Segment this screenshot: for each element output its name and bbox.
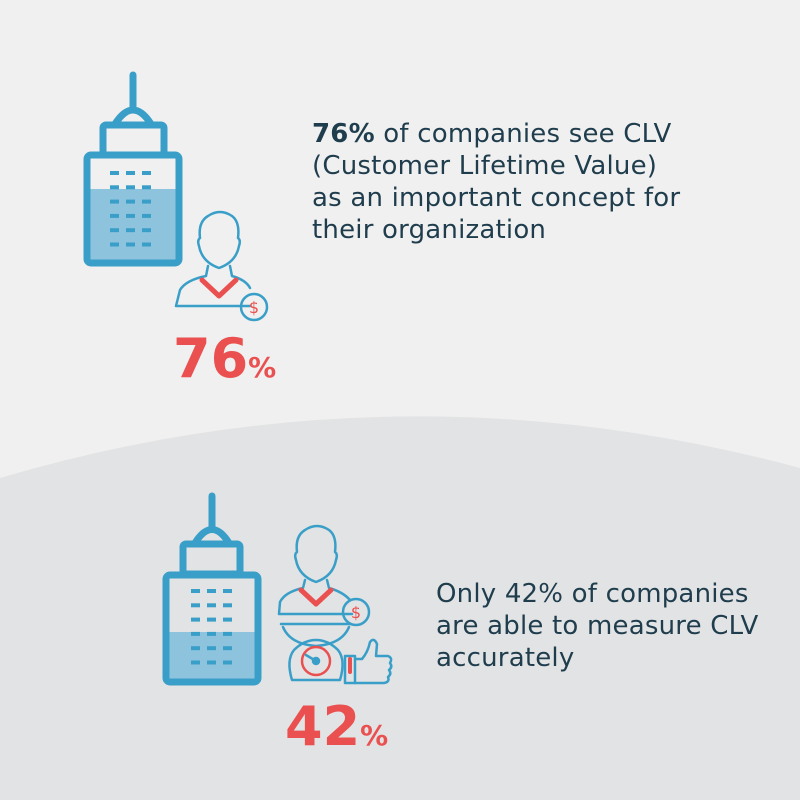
window [126, 242, 135, 247]
stat1-percent: % [248, 351, 277, 384]
window [207, 603, 216, 608]
window [142, 199, 151, 204]
window [191, 603, 200, 608]
window [142, 185, 151, 190]
window [223, 617, 232, 622]
stat2-number: 42 [285, 695, 361, 758]
person-on-scale-icon [277, 524, 371, 682]
stat1-text: 76% of companies see CLV (Customer Lifet… [312, 118, 692, 246]
window [110, 185, 119, 190]
window [191, 631, 200, 636]
window [110, 242, 119, 247]
stat1-number: 76 [173, 327, 249, 390]
bottom-section-background [0, 416, 800, 800]
window [110, 213, 119, 218]
window [223, 660, 232, 665]
window [126, 185, 135, 190]
window [207, 660, 216, 665]
window [110, 199, 119, 204]
window [126, 213, 135, 218]
stat1-bold-lead: 76% [312, 119, 375, 149]
window [142, 171, 151, 175]
stat2-text: Only 42% of companies are able to measur… [436, 579, 759, 673]
dollar-icon: $ [249, 298, 259, 317]
window [126, 199, 135, 204]
window [207, 646, 216, 651]
window [191, 589, 200, 593]
thumbs-up-icon [343, 638, 393, 685]
stat1-big-number: 76% [173, 332, 276, 395]
stat1-description: of companies see CLV (Customer Lifetime … [312, 119, 681, 245]
building-windows [191, 589, 232, 665]
stat2-big-number: 42% [285, 700, 388, 763]
window [126, 228, 135, 233]
window [142, 228, 151, 233]
window [110, 228, 119, 233]
stat2-percent: % [360, 719, 389, 752]
building-icon [83, 71, 183, 267]
window [223, 589, 232, 593]
window [191, 617, 200, 622]
window [191, 646, 200, 651]
window [126, 171, 135, 175]
window [207, 589, 216, 593]
window [223, 603, 232, 608]
window [207, 631, 216, 636]
building-windows [110, 171, 151, 247]
window [223, 646, 232, 651]
dollar-icon: $ [351, 603, 361, 622]
window [223, 631, 232, 636]
person-dollar-icon [174, 210, 269, 322]
window [110, 171, 119, 175]
window [142, 242, 151, 247]
window [207, 617, 216, 622]
window [191, 660, 200, 665]
window [142, 213, 151, 218]
